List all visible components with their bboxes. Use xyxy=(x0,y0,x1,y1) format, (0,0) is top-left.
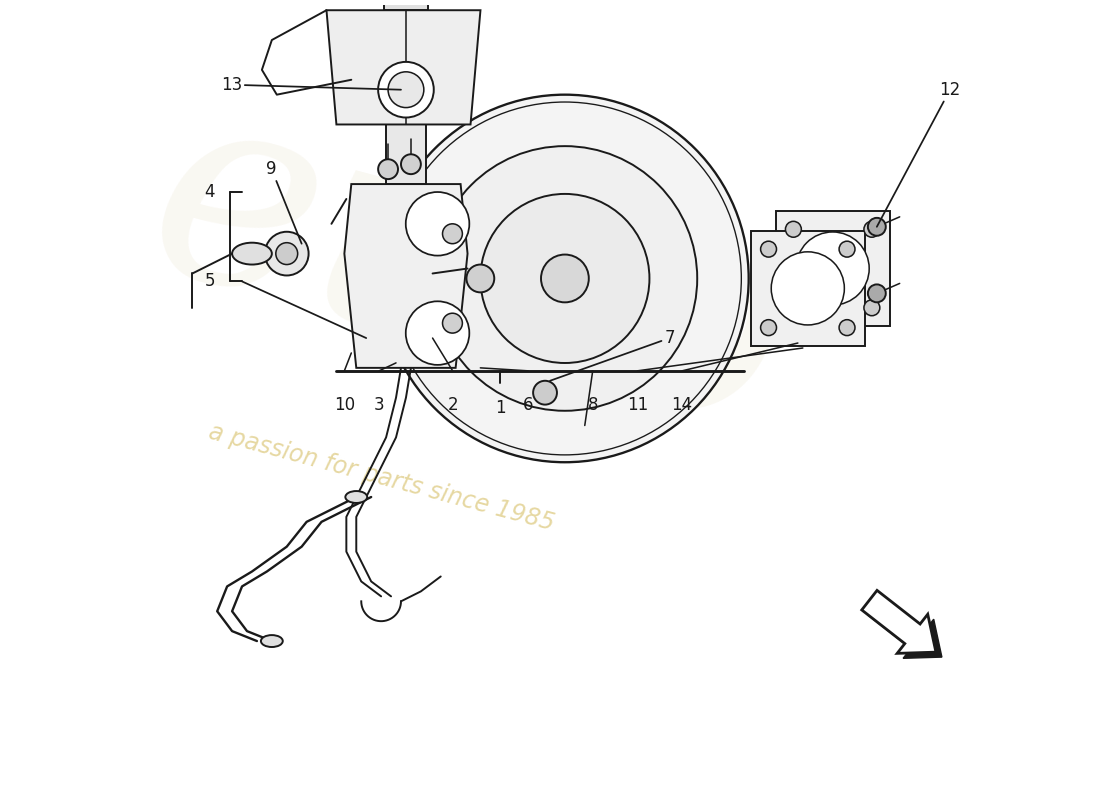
Text: 5: 5 xyxy=(205,273,216,290)
Circle shape xyxy=(839,241,855,257)
Ellipse shape xyxy=(345,491,367,503)
Circle shape xyxy=(406,192,470,256)
Circle shape xyxy=(771,252,845,325)
Text: 12: 12 xyxy=(877,81,960,226)
Circle shape xyxy=(796,232,869,305)
Text: 4: 4 xyxy=(205,183,216,201)
Circle shape xyxy=(785,222,801,238)
Text: 7: 7 xyxy=(550,329,674,381)
Circle shape xyxy=(378,159,398,179)
Circle shape xyxy=(760,241,777,257)
Circle shape xyxy=(265,232,309,275)
Circle shape xyxy=(442,224,462,244)
Polygon shape xyxy=(861,590,936,654)
Polygon shape xyxy=(868,595,942,658)
Circle shape xyxy=(276,242,298,265)
Bar xyxy=(776,211,890,326)
Circle shape xyxy=(481,194,649,363)
Text: 13: 13 xyxy=(221,76,402,94)
Circle shape xyxy=(868,218,886,236)
Text: euro: euro xyxy=(123,60,814,486)
Circle shape xyxy=(864,222,880,238)
Polygon shape xyxy=(344,184,468,368)
Circle shape xyxy=(868,285,886,302)
Text: 1: 1 xyxy=(495,398,506,417)
Text: 11: 11 xyxy=(627,396,648,414)
Ellipse shape xyxy=(261,635,283,647)
Text: 14: 14 xyxy=(672,396,693,414)
Text: 2: 2 xyxy=(448,396,458,414)
Circle shape xyxy=(534,381,557,405)
Circle shape xyxy=(381,94,749,462)
Circle shape xyxy=(406,302,470,365)
Text: 9: 9 xyxy=(266,160,301,244)
Ellipse shape xyxy=(232,242,272,265)
Bar xyxy=(750,231,865,346)
Text: a passion for parts since 1985: a passion for parts since 1985 xyxy=(206,419,557,535)
Text: 6: 6 xyxy=(522,396,534,414)
Text: 10: 10 xyxy=(333,396,355,414)
Circle shape xyxy=(402,154,421,174)
Circle shape xyxy=(839,320,855,335)
Bar xyxy=(386,125,426,184)
Circle shape xyxy=(541,254,589,302)
Bar xyxy=(384,0,428,10)
Circle shape xyxy=(785,300,801,316)
Circle shape xyxy=(760,320,777,335)
Polygon shape xyxy=(327,10,481,125)
Circle shape xyxy=(432,146,697,410)
Circle shape xyxy=(864,300,880,316)
Circle shape xyxy=(388,72,424,107)
Circle shape xyxy=(466,265,494,292)
Text: 8: 8 xyxy=(587,396,598,414)
Circle shape xyxy=(442,314,462,333)
Circle shape xyxy=(378,62,433,118)
Text: 3: 3 xyxy=(374,396,384,414)
